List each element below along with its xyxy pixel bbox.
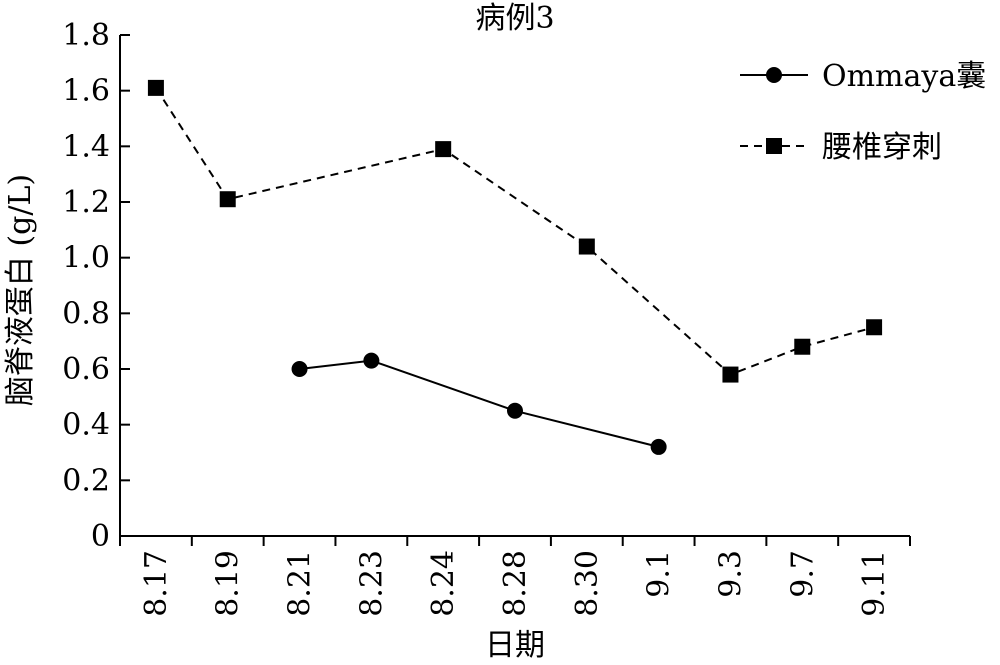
y-tick-label: 1.0 xyxy=(62,241,110,276)
data-point-lumbar xyxy=(794,338,811,355)
x-tick-label: 8.17 xyxy=(139,550,174,617)
data-point-lumbar xyxy=(722,366,739,383)
data-point-lumbar xyxy=(147,79,164,96)
x-tick-label: 8.24 xyxy=(426,550,461,617)
data-point-ommaya xyxy=(650,438,667,455)
x-tick-label: 9.11 xyxy=(857,550,892,617)
x-tick-label: 9.1 xyxy=(642,550,677,598)
y-tick-label: 1.4 xyxy=(62,129,110,164)
legend-item-lumbar: 腰椎穿刺 xyxy=(740,130,942,165)
legend-label-lumbar: 腰椎穿刺 xyxy=(822,130,942,165)
data-point-lumbar xyxy=(866,319,883,336)
y-tick-label: 1.8 xyxy=(62,18,110,53)
legend: Ommaya囊 腰椎穿刺 xyxy=(740,59,986,165)
legend-item-ommaya: Ommaya囊 xyxy=(740,59,986,94)
y-tick-label: 0.4 xyxy=(62,408,110,443)
x-tick-label: 8.28 xyxy=(498,550,533,617)
plot-area xyxy=(147,79,883,455)
data-point-ommaya xyxy=(363,352,380,369)
data-point-ommaya xyxy=(291,361,308,377)
legend-marker-lumbar xyxy=(766,138,782,154)
y-tick-label: 0.2 xyxy=(62,463,110,498)
y-tick-label: 1.2 xyxy=(62,185,110,220)
legend-label-ommaya: Ommaya囊 xyxy=(822,59,986,94)
data-point-lumbar xyxy=(435,141,452,158)
data-point-lumbar xyxy=(219,191,236,208)
x-axis-label: 日期 xyxy=(485,628,545,663)
data-point-lumbar xyxy=(578,238,595,255)
x-tick-label: 8.30 xyxy=(570,550,605,617)
chart-title: 病例3 xyxy=(475,1,554,36)
legend-marker-ommaya xyxy=(766,67,782,83)
series-line-lumbar xyxy=(155,87,875,376)
y-tick-label: 0.6 xyxy=(62,352,110,387)
x-tick-label: 9.3 xyxy=(713,550,748,598)
y-axis-label: 脑脊液蛋白 (g/L) xyxy=(3,174,38,406)
x-tick-label: 8.19 xyxy=(211,550,246,617)
x-ticks: 8.17 8.19 8.21 8.23 8.24 8.28 8.30 9.1 9.3 9.7 9.1… xyxy=(119,536,911,617)
x-tick-label: 8.21 xyxy=(283,550,318,617)
x-tick-label: 8.23 xyxy=(354,550,389,617)
data-point-ommaya xyxy=(507,402,523,419)
series-line-ommaya xyxy=(299,359,659,448)
y-tick-label: 0.8 xyxy=(62,296,110,331)
y-tick-label: 1.6 xyxy=(62,74,110,109)
y-ticks: 0 0.2 0.4 0.6 0.8 1.0 1.2 1.4 1.6 1.8 xyxy=(62,18,130,554)
x-tick-label: 9.7 xyxy=(785,550,820,598)
y-tick-label: 0 xyxy=(91,519,110,554)
